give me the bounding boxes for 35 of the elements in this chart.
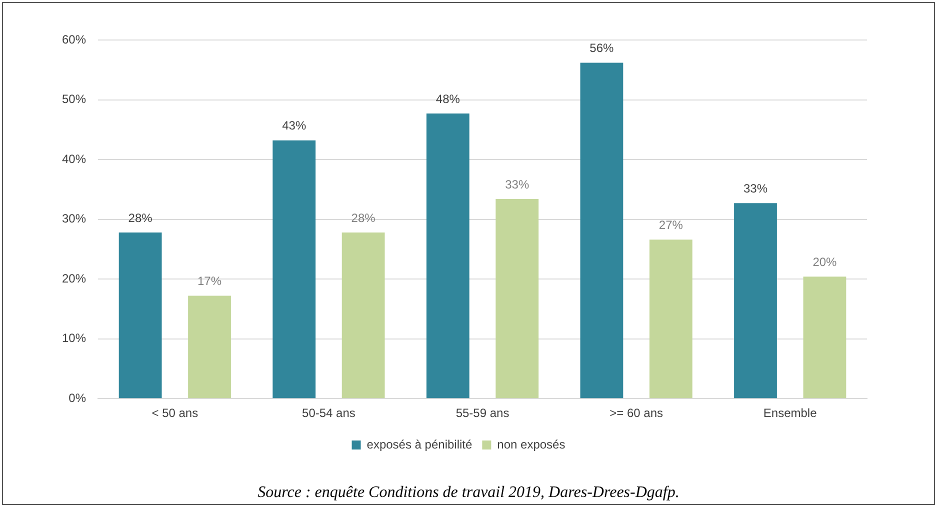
data-label: 17% — [198, 274, 222, 288]
y-tick-label: 0% — [68, 390, 86, 405]
data-label: 33% — [505, 177, 530, 192]
x-tick-label: < 50 ans — [152, 406, 198, 420]
y-tick-label: 10% — [62, 331, 86, 346]
y-tick-label: 60% — [62, 32, 86, 46]
bar — [496, 198, 539, 398]
data-label: 48% — [436, 92, 460, 106]
x-tick-label: 50-54 ans — [302, 406, 356, 420]
bar — [426, 114, 470, 398]
x-tick-label: 55-59 ans — [456, 406, 510, 420]
data-label: 43% — [282, 118, 306, 133]
data-label: 33% — [743, 181, 768, 196]
y-tick-label: 30% — [62, 212, 86, 226]
bar — [649, 240, 692, 398]
y-tick-label: 40% — [62, 152, 86, 166]
data-label: 27% — [658, 218, 684, 232]
legend-label: exposés à pénibilité — [366, 437, 473, 452]
bar — [272, 140, 316, 398]
x-tick-label: >= 60 ans — [610, 406, 663, 420]
data-label: 28% — [128, 210, 153, 225]
bar — [188, 296, 231, 398]
bar — [118, 232, 162, 398]
x-tick-label: Ensemble — [763, 406, 818, 420]
data-label: 20% — [812, 254, 838, 269]
data-label: 56% — [590, 41, 614, 56]
source-note: Source : enquête Conditions de travail 2019, Dares-Drees-Dgafp. — [256, 484, 680, 502]
bar — [803, 276, 846, 398]
data-label: 28% — [351, 210, 376, 225]
y-tick-label: 20% — [62, 271, 86, 286]
bar — [342, 232, 385, 398]
bar — [734, 203, 777, 398]
y-tick-label: 50% — [62, 92, 86, 106]
bar — [580, 62, 624, 398]
legend-label: non exposés — [497, 437, 566, 452]
